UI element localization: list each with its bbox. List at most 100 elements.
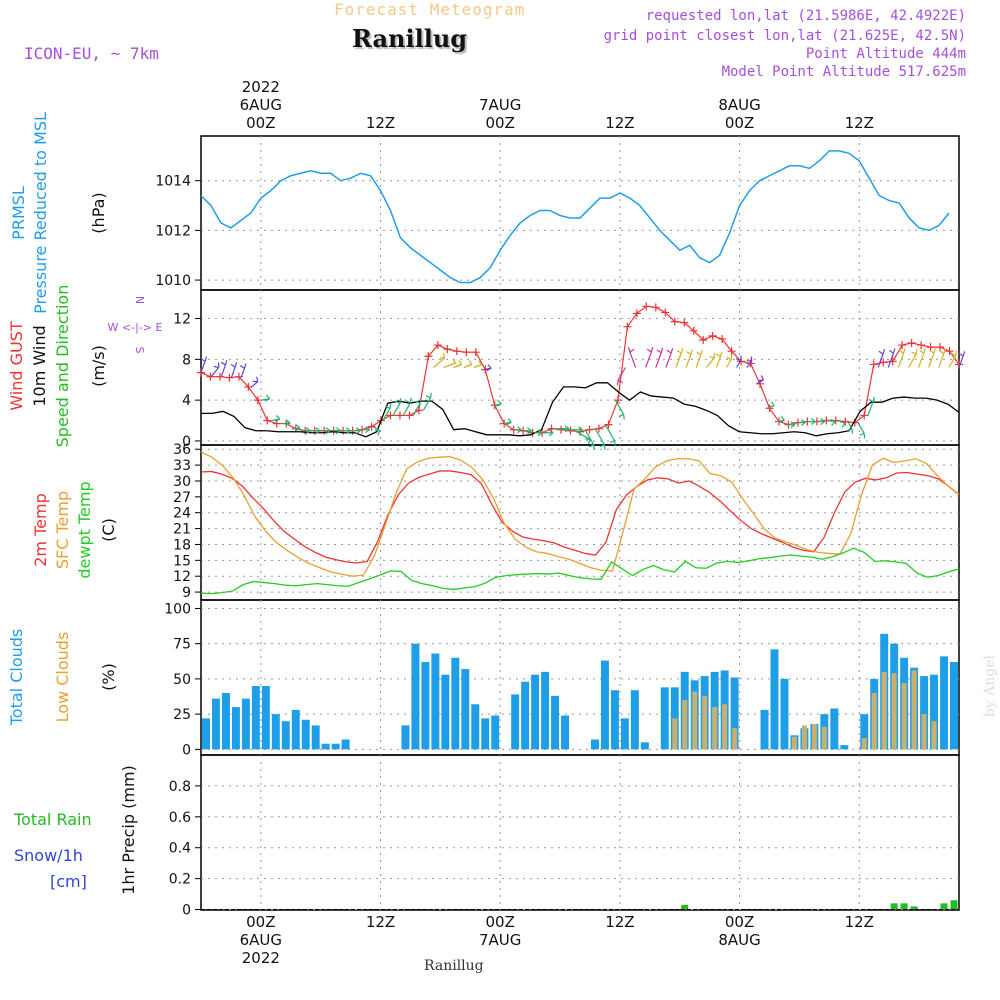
- pressure-line: [200, 150, 950, 284]
- total-clouds-bar: [620, 718, 629, 750]
- rain-bar: [940, 903, 948, 910]
- total-clouds-bar: [421, 662, 430, 750]
- gust-marker: [860, 411, 869, 420]
- gust-marker: [623, 322, 632, 331]
- compass-south: S: [133, 347, 146, 354]
- total-clouds-bar: [940, 656, 949, 750]
- y-tick-label: 1014: [155, 174, 191, 190]
- total-clouds-bar: [780, 678, 789, 750]
- y-tick-label: 0.2: [169, 872, 191, 888]
- wind-direction-arrow: [392, 402, 401, 416]
- gust-marker: [405, 411, 414, 420]
- wind-direction-arrow: [705, 357, 715, 368]
- rain-bar: [890, 903, 898, 910]
- model-label: ICON-EU, ~ 7km: [24, 44, 159, 63]
- snow-label: Snow/1h: [14, 846, 83, 865]
- total-clouds-bar: [950, 662, 958, 750]
- low-clouds-bar: [712, 707, 718, 750]
- wind-direction-arrow: [746, 361, 753, 368]
- low-clouds-bar: [901, 683, 907, 750]
- wind-arrow-head: [506, 418, 512, 426]
- wind-arrow-head: [758, 375, 764, 382]
- y-tick-label: 0: [182, 742, 191, 758]
- sfc-temp-line: [200, 451, 960, 577]
- wind-direction-arrow: [281, 422, 290, 425]
- wind-arrow-head: [450, 358, 457, 366]
- wind-arrow-head: [239, 363, 247, 369]
- gust-marker: [670, 317, 679, 326]
- total-clouds-bar: [730, 677, 739, 750]
- total-clouds-bar: [231, 707, 240, 750]
- total-clouds-bar: [860, 714, 869, 750]
- top-time-label: 12Z: [845, 114, 874, 132]
- total-clouds-bar: [840, 745, 849, 750]
- sfc-temp-label: SFC Temp: [53, 491, 72, 569]
- wind-direction-arrow: [675, 352, 682, 368]
- wind-arrow-head: [252, 376, 259, 383]
- wind-10m-label: 10m Wind: [30, 325, 49, 406]
- wind-arrow-head: [345, 427, 351, 435]
- low-clouds-bar: [672, 718, 678, 750]
- bottom-station-name: Ranillug: [424, 958, 484, 974]
- wind-arrow-head: [769, 401, 775, 408]
- wind-arrow-head: [847, 428, 854, 434]
- wind-arrow-head: [686, 349, 693, 355]
- total-clouds-bar: [541, 671, 550, 750]
- bottom-time-label: 00Z: [486, 913, 515, 931]
- wind-arrow-head: [385, 403, 392, 409]
- gust-marker: [651, 303, 660, 312]
- total-clouds-bar: [261, 685, 270, 750]
- precip-axis-label: 1hr Precip (mm): [119, 765, 138, 895]
- total-clouds-bar: [211, 698, 220, 750]
- rain-bar: [910, 906, 918, 910]
- wind-direction-arrow: [907, 353, 917, 368]
- compass-axis: W <-|-> E: [108, 321, 163, 334]
- low-clouds-bar: [921, 714, 927, 750]
- total-clouds-bar: [491, 715, 500, 750]
- wind-arrow-head: [405, 397, 412, 404]
- total-clouds-bar: [301, 719, 310, 750]
- gust-marker: [594, 424, 603, 433]
- gust-marker: [642, 302, 651, 311]
- wind-arrow-head: [456, 360, 463, 367]
- y-tick-label: 12: [173, 312, 191, 328]
- y-tick-label: 8: [182, 352, 191, 368]
- gust-marker: [566, 426, 575, 435]
- wind-arrow-head: [356, 427, 361, 435]
- wind-direction-arrow: [897, 352, 905, 368]
- total-clouds-bar: [481, 718, 490, 750]
- gust-marker: [945, 347, 954, 356]
- wind-direction-arrow: [422, 397, 432, 411]
- wind-arrow-head: [486, 364, 492, 372]
- dewpt-label: dewpt Temp: [75, 481, 94, 578]
- gust-marker: [936, 343, 945, 352]
- wind-arrow-head: [878, 349, 886, 355]
- wind-arrow-head: [790, 421, 796, 429]
- wind-arrow-head: [726, 354, 733, 360]
- gust-marker: [917, 341, 926, 350]
- wind-arrow-head: [810, 418, 816, 426]
- wind-arrow-head: [958, 351, 966, 357]
- low-clouds-bar: [682, 700, 688, 750]
- top-time-label: 7AUG: [479, 96, 521, 114]
- wind-direction-arrow: [948, 355, 957, 368]
- y-tick-label: 0.4: [169, 841, 191, 857]
- total-clouds-bar: [561, 715, 570, 750]
- clouds-unit: (%): [99, 663, 118, 691]
- gust-marker: [462, 348, 471, 357]
- gust-marker: [680, 318, 689, 327]
- y-tick-label: 1010: [155, 273, 191, 289]
- total-clouds-bar: [930, 674, 939, 750]
- total-clouds-bar: [640, 742, 649, 750]
- temp-2m-line: [200, 470, 960, 564]
- credit-watermark: by Angel: [982, 655, 998, 718]
- total-clouds-bar: [461, 669, 470, 750]
- gust-marker: [907, 339, 916, 348]
- total-clouds-bar: [630, 690, 639, 750]
- wind-arrow-head: [696, 349, 703, 356]
- top-time-label: 2022: [242, 78, 280, 96]
- y-tick-label: 50: [173, 672, 191, 688]
- wind-arrow-head: [859, 432, 866, 439]
- total-clouds-bar: [660, 687, 669, 750]
